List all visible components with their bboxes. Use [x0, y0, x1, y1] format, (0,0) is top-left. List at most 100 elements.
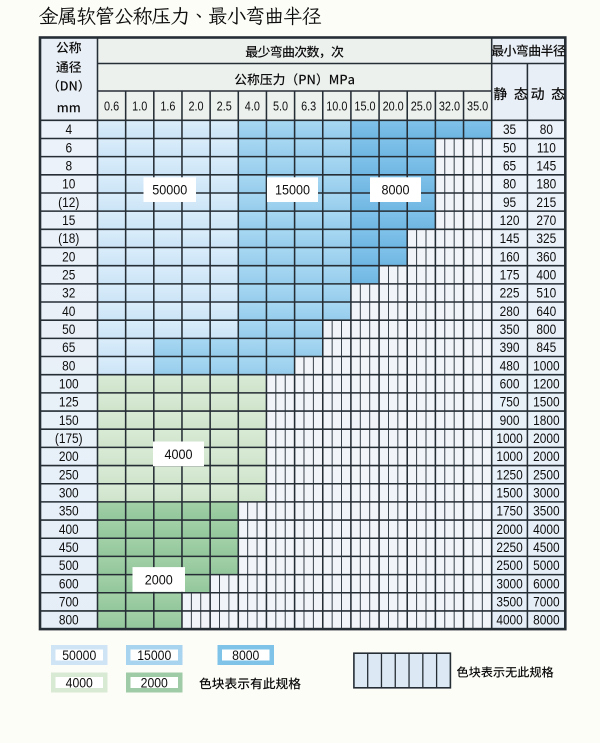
svg-text:400: 400: [59, 521, 79, 537]
svg-text:2.5: 2.5: [217, 99, 232, 114]
svg-text:150: 150: [59, 412, 79, 428]
svg-text:640: 640: [536, 303, 556, 319]
svg-text:6.3: 6.3: [301, 99, 316, 114]
svg-text:480: 480: [500, 357, 520, 373]
svg-text:700: 700: [59, 594, 79, 610]
svg-text:6: 6: [65, 139, 72, 155]
svg-text:3000: 3000: [533, 485, 559, 501]
svg-text:900: 900: [500, 412, 520, 428]
svg-text:32.0: 32.0: [439, 99, 461, 114]
svg-text:50: 50: [503, 139, 516, 155]
svg-text:35: 35: [503, 121, 516, 137]
svg-text:100: 100: [59, 376, 79, 392]
svg-text:25.0: 25.0: [411, 99, 433, 114]
svg-text:4500: 4500: [533, 539, 559, 555]
svg-text:1000: 1000: [496, 430, 522, 446]
svg-text:8000: 8000: [382, 182, 410, 198]
svg-text:360: 360: [536, 248, 556, 264]
svg-text:325: 325: [536, 230, 556, 246]
svg-text:40: 40: [62, 303, 75, 319]
svg-text:95: 95: [503, 194, 516, 210]
svg-text:500: 500: [59, 557, 79, 573]
svg-text:3000: 3000: [496, 575, 522, 591]
svg-text:600: 600: [500, 376, 520, 392]
svg-text:1800: 1800: [533, 412, 559, 428]
svg-text:4000: 4000: [533, 521, 559, 537]
svg-text:225: 225: [500, 285, 520, 301]
svg-text:2000: 2000: [141, 675, 168, 691]
svg-text:50: 50: [62, 321, 75, 337]
svg-text:2000: 2000: [145, 572, 173, 588]
svg-text:350: 350: [59, 503, 79, 519]
svg-text:10.0: 10.0: [326, 99, 348, 114]
svg-text:25: 25: [62, 267, 75, 283]
svg-text:3500: 3500: [496, 594, 522, 610]
svg-text:8000: 8000: [533, 612, 559, 628]
svg-text:1250: 1250: [496, 466, 522, 482]
svg-text:180: 180: [536, 176, 556, 192]
svg-text:15000: 15000: [275, 182, 310, 198]
svg-text:110: 110: [537, 139, 556, 155]
svg-text:4.0: 4.0: [245, 99, 260, 114]
svg-text:0.6: 0.6: [104, 99, 119, 114]
svg-text:(18): (18): [58, 230, 79, 246]
svg-text:2000: 2000: [533, 448, 559, 464]
svg-text:20.0: 20.0: [383, 99, 405, 114]
svg-text:4000: 4000: [496, 612, 522, 628]
svg-text:250: 250: [59, 466, 79, 482]
svg-text:1.6: 1.6: [160, 99, 175, 114]
svg-text:4000: 4000: [66, 675, 93, 691]
svg-text:1000: 1000: [496, 448, 522, 464]
svg-text:1750: 1750: [496, 503, 522, 519]
svg-text:32: 32: [62, 285, 75, 301]
svg-text:400: 400: [536, 267, 556, 283]
svg-text:175: 175: [500, 267, 520, 283]
svg-text:215: 215: [536, 194, 556, 210]
svg-text:145: 145: [500, 230, 520, 246]
svg-text:2500: 2500: [533, 466, 559, 482]
svg-text:200: 200: [59, 448, 79, 464]
svg-text:120: 120: [500, 212, 520, 228]
svg-text:300: 300: [59, 485, 79, 501]
svg-text:8: 8: [65, 157, 72, 173]
svg-text:1500: 1500: [533, 394, 559, 410]
svg-text:845: 845: [536, 339, 556, 355]
svg-text:5000: 5000: [533, 557, 559, 573]
svg-text:1000: 1000: [533, 357, 559, 373]
svg-text:1200: 1200: [533, 376, 559, 392]
svg-text:50000: 50000: [152, 182, 187, 198]
svg-text:4000: 4000: [165, 446, 193, 462]
svg-text:80: 80: [62, 357, 75, 373]
svg-text:510: 510: [536, 285, 556, 301]
svg-text:80: 80: [503, 176, 516, 192]
svg-text:800: 800: [59, 612, 79, 628]
svg-text:65: 65: [503, 157, 516, 173]
svg-text:50000: 50000: [62, 647, 96, 663]
svg-text:8000: 8000: [232, 647, 259, 663]
svg-text:160: 160: [500, 248, 520, 264]
svg-text:15: 15: [62, 212, 75, 228]
svg-text:15.0: 15.0: [354, 99, 376, 114]
svg-text:80: 80: [540, 121, 553, 137]
svg-text:750: 750: [500, 394, 520, 410]
svg-text:280: 280: [500, 303, 520, 319]
svg-text:65: 65: [62, 339, 75, 355]
svg-text:10: 10: [62, 176, 75, 192]
svg-text:5.0: 5.0: [273, 99, 288, 114]
svg-text:125: 125: [59, 394, 79, 410]
svg-text:600: 600: [59, 575, 79, 591]
svg-text:450: 450: [59, 539, 79, 555]
svg-text:3500: 3500: [533, 503, 559, 519]
svg-text:7000: 7000: [533, 594, 559, 610]
svg-text:2500: 2500: [496, 557, 522, 573]
svg-text:2000: 2000: [496, 521, 522, 537]
svg-text:2000: 2000: [533, 430, 559, 446]
svg-text:800: 800: [536, 321, 556, 337]
svg-text:1500: 1500: [496, 485, 522, 501]
svg-text:20: 20: [62, 248, 75, 264]
svg-text:145: 145: [536, 157, 556, 173]
svg-text:(175): (175): [55, 430, 83, 446]
svg-text:1.0: 1.0: [132, 99, 147, 114]
svg-text:4: 4: [65, 121, 72, 137]
svg-text:270: 270: [536, 212, 556, 228]
